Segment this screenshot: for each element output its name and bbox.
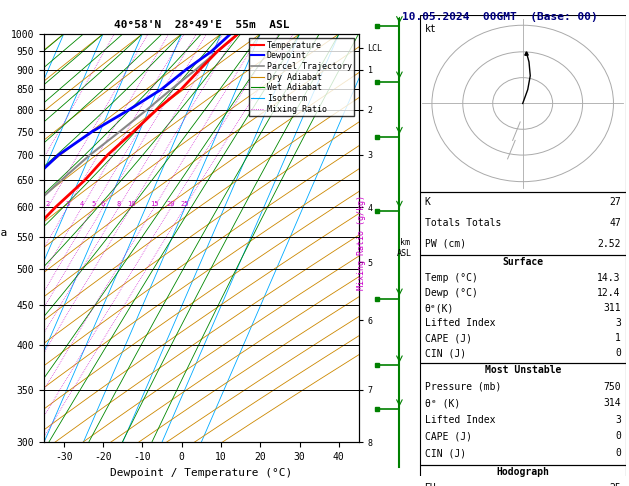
Text: 15: 15 [150,201,159,207]
Text: 311: 311 [603,303,621,313]
Title: 40°58'N  28°49'E  55m  ASL: 40°58'N 28°49'E 55m ASL [113,20,289,31]
Text: 0: 0 [615,348,621,358]
Text: CIN (J): CIN (J) [425,448,465,458]
Text: 5: 5 [91,201,96,207]
Text: kt: kt [425,24,437,34]
Y-axis label: hPa: hPa [0,228,7,238]
Text: PW (cm): PW (cm) [425,239,465,248]
Text: Hodograph: Hodograph [496,467,549,477]
Text: K: K [425,197,430,207]
Text: 0: 0 [615,448,621,458]
Text: 47: 47 [609,218,621,228]
Text: EH: EH [425,483,437,486]
Bar [420,192,626,255]
Bar [420,363,626,465]
Text: 10: 10 [127,201,135,207]
Text: 25: 25 [181,201,189,207]
Text: CAPE (J): CAPE (J) [425,432,472,441]
Text: Mixing Ratio (g/kg): Mixing Ratio (g/kg) [357,195,366,291]
Text: 3: 3 [65,201,70,207]
Text: 750: 750 [603,382,621,392]
Text: Lifted Index: Lifted Index [425,415,495,425]
Text: 3: 3 [615,415,621,425]
Text: 12.4: 12.4 [598,288,621,298]
Bar [420,255,626,363]
Text: θᵉ (K): θᵉ (K) [425,398,460,408]
Text: 8: 8 [116,201,121,207]
Text: 4: 4 [80,201,84,207]
Text: θᵉ(K): θᵉ(K) [425,303,454,313]
Text: Dewp (°C): Dewp (°C) [425,288,477,298]
Text: Lifted Index: Lifted Index [425,318,495,328]
Text: CAPE (J): CAPE (J) [425,333,472,343]
Text: 2.52: 2.52 [598,239,621,248]
Bar [420,15,626,192]
Text: 314: 314 [603,398,621,408]
Text: Surface: Surface [502,257,543,267]
Text: Pressure (mb): Pressure (mb) [425,382,501,392]
Text: 1: 1 [615,333,621,343]
Text: 20: 20 [167,201,175,207]
Legend: Temperature, Dewpoint, Parcel Trajectory, Dry Adiabat, Wet Adiabat, Isotherm, Mi: Temperature, Dewpoint, Parcel Trajectory… [248,38,354,116]
Text: 27: 27 [609,197,621,207]
Text: 14.3: 14.3 [598,273,621,283]
Text: 25: 25 [609,483,621,486]
Text: 6: 6 [101,201,105,207]
Text: 2: 2 [46,201,50,207]
Text: 0: 0 [615,432,621,441]
Text: Totals Totals: Totals Totals [425,218,501,228]
Text: CIN (J): CIN (J) [425,348,465,358]
Y-axis label: km
ASL: km ASL [398,238,412,258]
Text: Temp (°C): Temp (°C) [425,273,477,283]
Text: Most Unstable: Most Unstable [484,365,561,376]
Text: 10.05.2024  00GMT  (Base: 00): 10.05.2024 00GMT (Base: 00) [402,12,598,22]
Bar [420,465,626,486]
X-axis label: Dewpoint / Temperature (°C): Dewpoint / Temperature (°C) [110,468,292,478]
Text: 3: 3 [615,318,621,328]
